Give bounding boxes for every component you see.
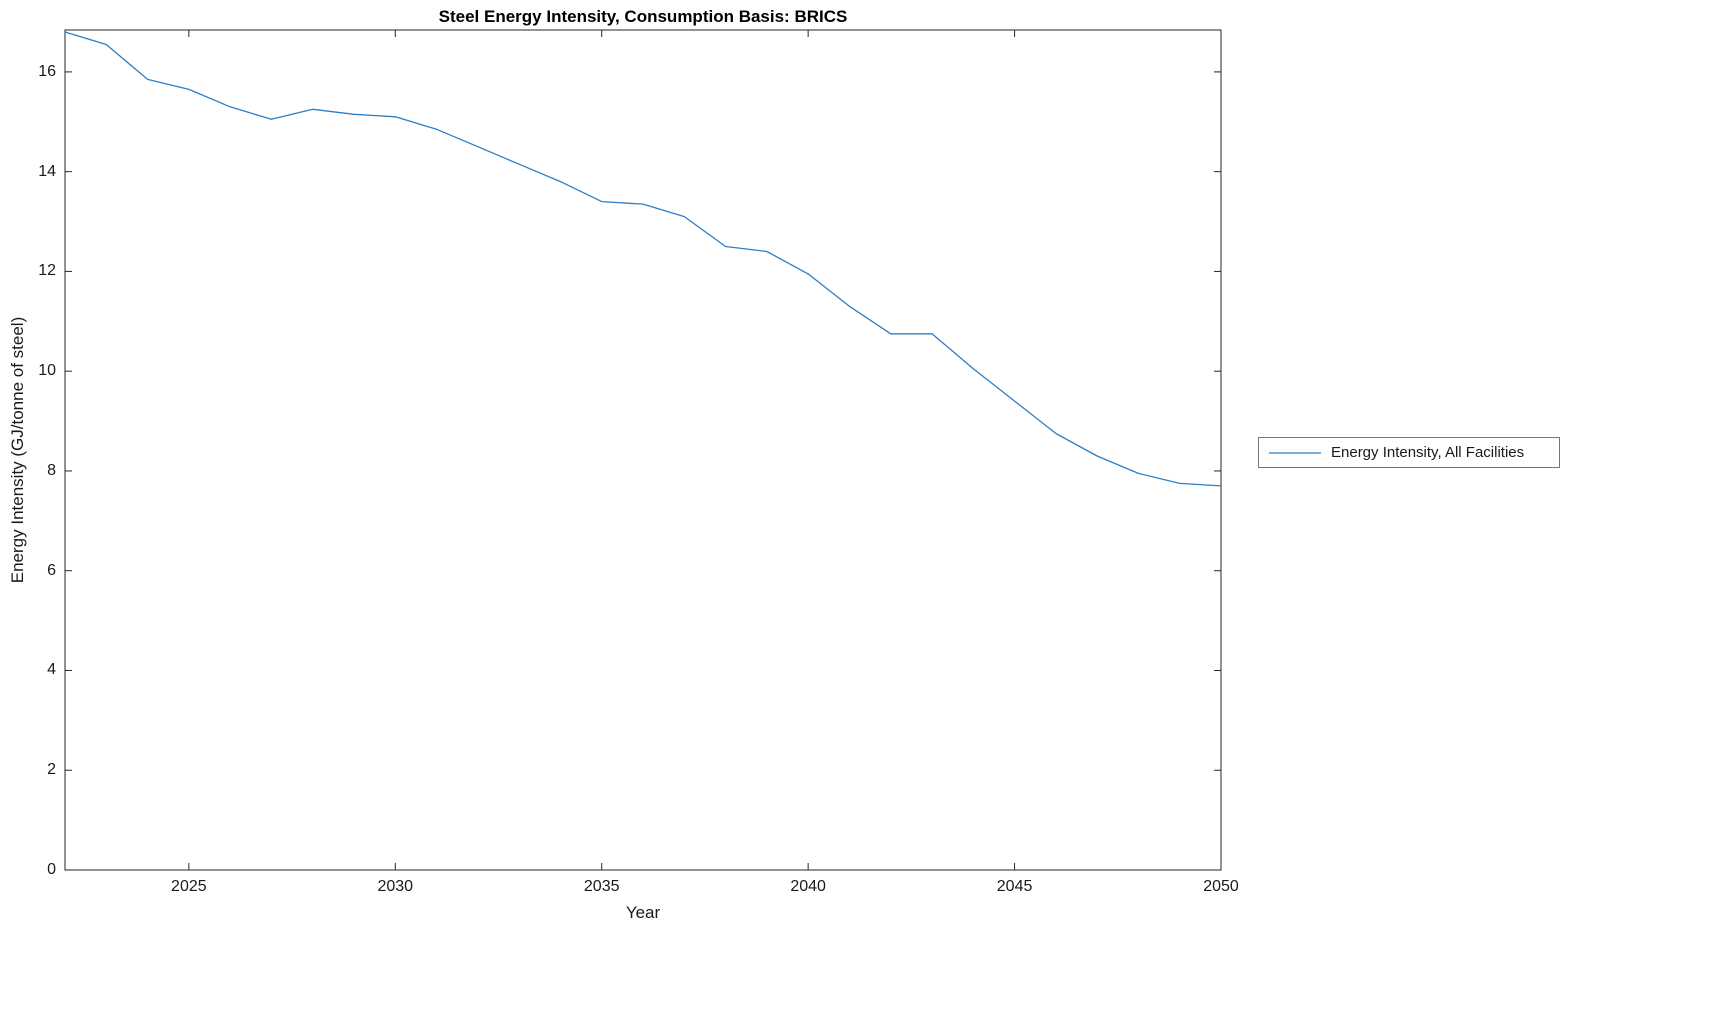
axes-box [64,29,1222,871]
y-tick-label: 2 [47,761,56,779]
y-tick-label: 10 [38,362,56,380]
chart-title: Steel Energy Intensity, Consumption Basi… [438,7,848,26]
energy-intensity-line [64,31,1222,487]
legend: Energy Intensity, All Facilities [1258,437,1560,468]
legend-line-icon [1269,451,1321,454]
y-tick-label: 16 [38,62,56,80]
x-axis-label: Year [625,903,661,922]
x-tick-label: 2025 [171,878,207,895]
y-tick-label: 8 [47,461,56,479]
x-tick-label: 2035 [583,878,620,895]
y-tick-label: 14 [38,162,56,180]
x-tick-label: 2045 [996,878,1033,895]
y-tick-label: 6 [47,561,56,579]
legend-label: Energy Intensity, All Facilities [1331,444,1525,461]
y-tick-label: 4 [47,661,56,679]
y-tick-label: 0 [47,861,56,878]
y-tick-label: 12 [38,262,56,280]
x-tick-label: 2030 [377,878,414,895]
x-tick-label: 2040 [790,878,826,895]
x-tick-label: 2050 [1203,878,1239,895]
y-axis-label: Energy Intensity (GJ/tonne of steel) [8,316,27,584]
